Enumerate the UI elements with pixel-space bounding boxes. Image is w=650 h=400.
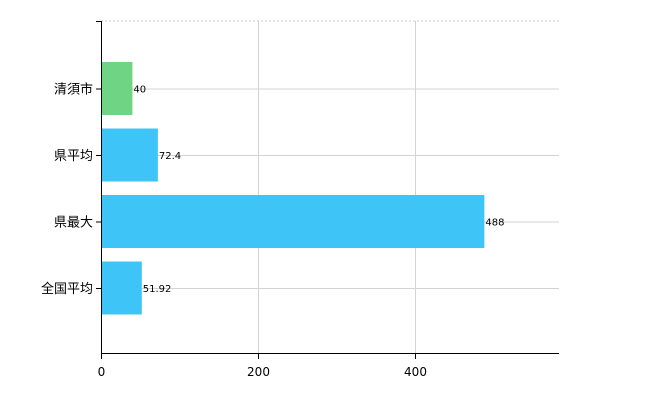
category-label-3: 全国平均 [41,281,93,297]
category-label-0: 清須市 [54,82,93,98]
data-label-1: 72.4 [159,151,181,162]
x-tick-label-0: 0 [98,365,106,379]
bar-1 [101,128,158,182]
category-label-2: 県最大 [54,216,93,231]
data-label-0: 40 [133,85,146,96]
grid-lines [101,20,559,353]
data-label-3: 51.92 [143,284,172,295]
bar-2 [101,195,485,248]
category-label-1: 県平均 [54,149,93,164]
bar-3 [101,261,142,315]
x-tick-label-200: 200 [247,365,270,379]
axes [96,21,559,359]
bars [101,62,485,315]
data-label-2: 488 [485,218,504,229]
bar-0 [101,62,133,115]
x-tick-label-400: 400 [404,365,427,379]
